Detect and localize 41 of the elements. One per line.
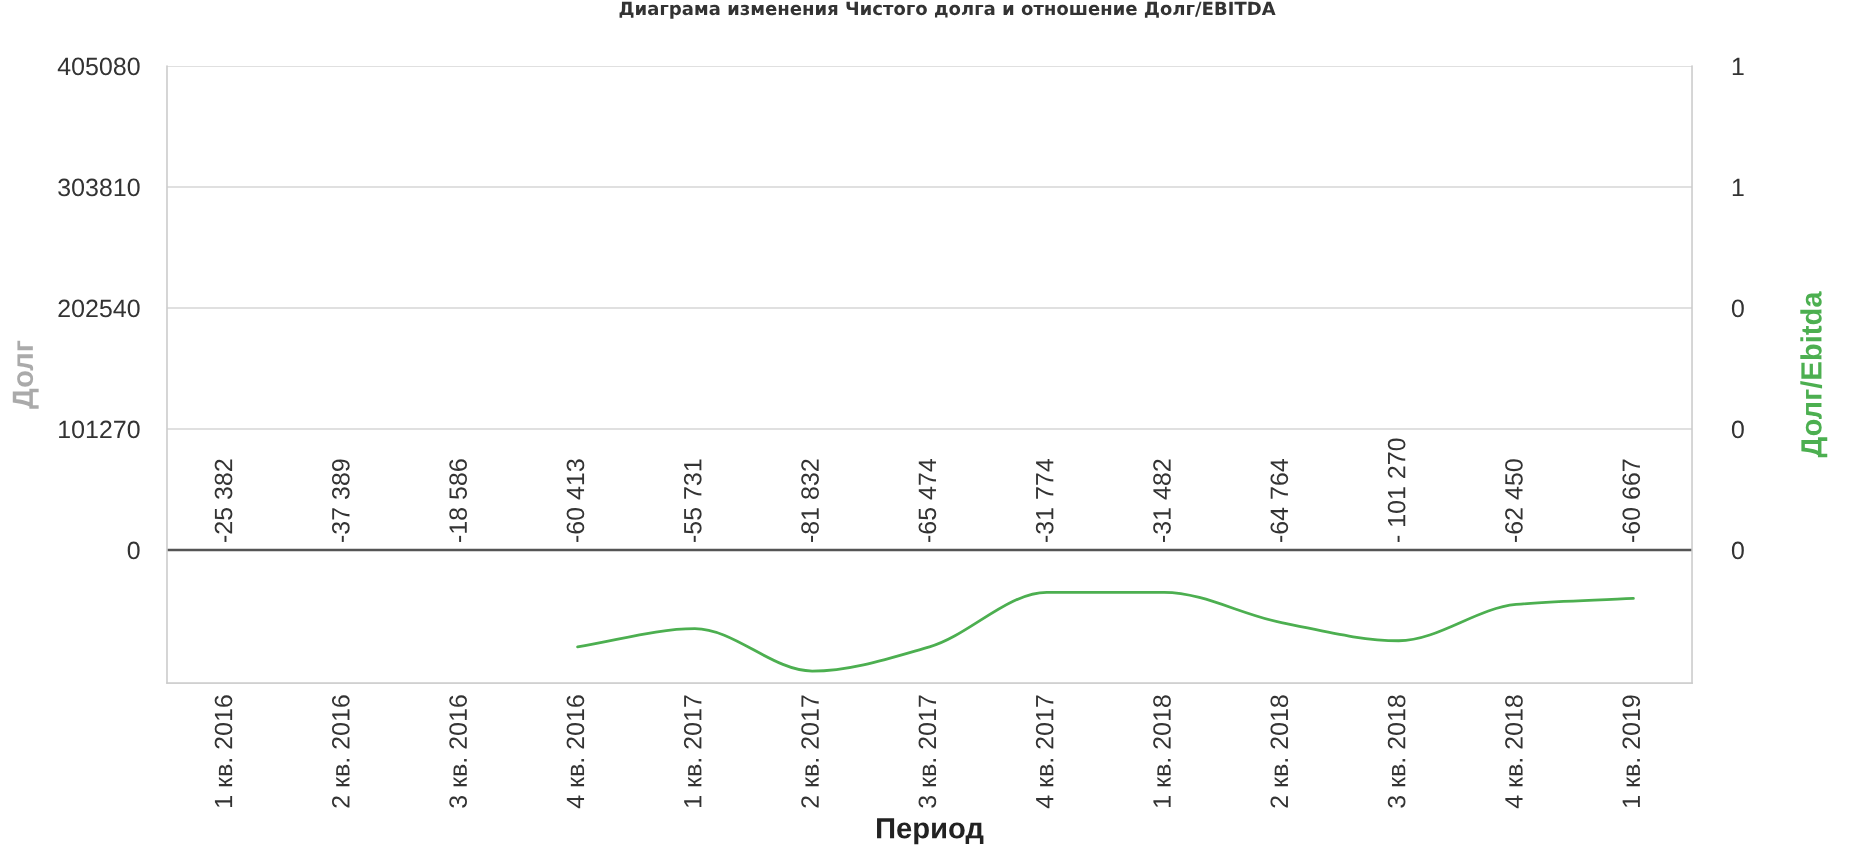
x-tick-label: 2 кв. 2017 (801, 695, 819, 808)
annotation: -37 389 (331, 459, 350, 542)
x-tick-label: 1 кв. 2017 (683, 695, 702, 807)
annotation: -31 774 (1035, 459, 1054, 542)
annotation: -60 413 (566, 459, 585, 542)
x-tick-label: 1 кв. 2018 (1153, 695, 1171, 807)
x-tick-label: 4 кв. 2018 (1505, 695, 1523, 809)
annotation: - 101 270 (1387, 438, 1406, 542)
x-tick-label: 1 кв. 2019 (1622, 695, 1641, 807)
y2-tick-label: 1 (1732, 178, 1744, 197)
y-tick-label: 101270 (59, 420, 140, 439)
x-tick-label: 3 кв. 2016 (449, 695, 467, 808)
line-series (576, 590, 1635, 673)
annotation: -25 382 (214, 459, 233, 542)
x-tick-label: 1 кв. 2016 (214, 695, 233, 807)
annotation: -65 474 (918, 459, 937, 542)
annotation: -18 586 (449, 459, 467, 542)
y2-tick-label: 0 (1731, 299, 1744, 318)
annotation: -62 450 (1505, 459, 1523, 542)
y-tick-label: 405080 (57, 57, 140, 76)
x-tick-label: 3 кв. 2018 (1387, 695, 1406, 808)
chart-title: Диаграма изменения Чистого долга и отношение Долг/EBITDA (619, 1, 1276, 19)
y2-tick-label: 0 (1731, 541, 1744, 560)
annotation: -64 764 (1270, 459, 1289, 542)
annotation: -55 731 (683, 459, 702, 542)
y-tick-label: 0 (127, 541, 140, 560)
x-tick-label: 3 кв. 2017 (918, 695, 937, 808)
x-tick-label: 2 кв. 2018 (1270, 695, 1289, 808)
annotation: -81 832 (801, 459, 819, 542)
x-tick-label: 4 кв. 2017 (1035, 695, 1054, 809)
y2-axis-title: Долг/Ebitda (1800, 291, 1828, 458)
annotation: -31 482 (1153, 459, 1171, 542)
annotation: -60 667 (1622, 459, 1641, 542)
x-tick-label: 2 кв. 2016 (331, 695, 350, 808)
x-axis-title: Период (877, 818, 984, 845)
y2-tick-label: 0 (1731, 420, 1744, 439)
y-tick-label: 202540 (58, 299, 140, 318)
y-axis-title: Долг (12, 340, 39, 409)
y-tick-label: 303810 (58, 178, 140, 197)
x-tick-label: 4 кв. 2016 (566, 695, 585, 809)
y2-tick-label: 1 (1732, 57, 1744, 76)
